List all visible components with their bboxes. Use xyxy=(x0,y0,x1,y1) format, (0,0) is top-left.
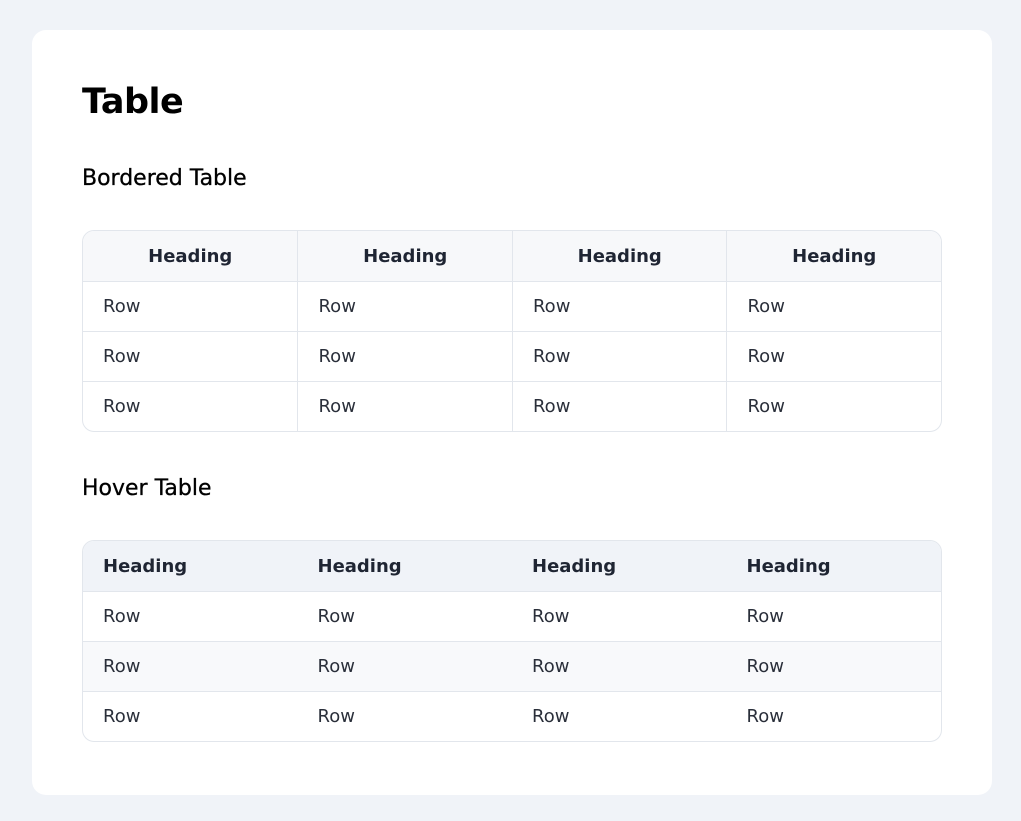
table-cell: Row xyxy=(511,381,727,431)
table-cell: Row xyxy=(83,591,298,641)
table-cell: Row xyxy=(297,281,512,331)
table-cell: Row xyxy=(726,381,941,431)
bordered-table-title: Bordered Table xyxy=(82,166,247,191)
table-cell: Row xyxy=(297,691,512,741)
hover-table: Heading Heading Heading Heading Row Row Row Row… xyxy=(82,540,942,742)
table-row[interactable]: Row Row Row Row xyxy=(83,691,941,741)
hover-table-title: Hover Table xyxy=(82,476,212,501)
table-cell: Row xyxy=(512,591,727,641)
page-title: Table xyxy=(82,82,184,122)
table-cell: Row xyxy=(83,641,298,691)
column-header: Heading xyxy=(726,541,941,591)
table-cell: Row xyxy=(726,591,941,641)
table-cell: Row xyxy=(83,331,298,381)
table-cell: Row xyxy=(297,641,512,691)
table-cell: Row xyxy=(726,641,941,691)
content-card: Table Bordered Table Heading Heading Headi… xyxy=(32,30,992,795)
table-cell: Row xyxy=(83,691,298,741)
table-cell: Row xyxy=(726,331,941,381)
table-row[interactable]: Row Row Row Row xyxy=(83,641,941,691)
column-header: Heading xyxy=(83,541,298,591)
column-header: Heading xyxy=(297,541,512,591)
table-cell: Row xyxy=(726,691,941,741)
column-header: Heading xyxy=(512,541,727,591)
header-row: Heading Heading Heading Heading xyxy=(83,231,941,281)
table-cell: Row xyxy=(511,281,727,331)
table-cell: Row xyxy=(512,641,727,691)
table-cell: Row xyxy=(726,281,941,331)
table-cell: Row xyxy=(297,381,512,431)
table-cell: Row xyxy=(511,331,727,381)
table-cell: Row xyxy=(83,281,298,331)
table-cell: Row xyxy=(297,591,512,641)
header-row: Heading Heading Heading Heading xyxy=(83,541,941,591)
bordered-table: Heading Heading Heading Heading Row Row Row Row… xyxy=(82,230,942,432)
column-header: Heading xyxy=(297,231,512,281)
table-row[interactable]: Row Row Row Row xyxy=(83,591,941,641)
column-header: Heading xyxy=(511,231,727,281)
column-header: Heading xyxy=(83,231,298,281)
table-row: Row Row Row Row xyxy=(83,331,941,381)
table-cell: Row xyxy=(83,381,298,431)
column-header: Heading xyxy=(726,231,941,281)
table-cell: Row xyxy=(297,331,512,381)
table-cell: Row xyxy=(512,691,727,741)
table-row: Row Row Row Row xyxy=(83,281,941,331)
table-row: Row Row Row Row xyxy=(83,381,941,431)
